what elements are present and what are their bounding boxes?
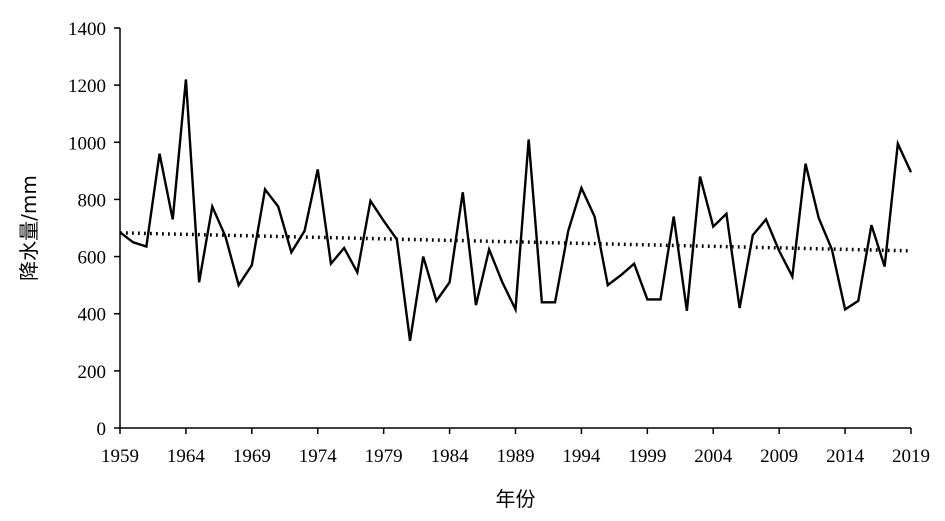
x-tick-marks: [119, 428, 912, 434]
x-tick-label: 1974: [299, 446, 338, 467]
x-tick-label: 1969: [233, 446, 271, 467]
y-tick-label: 1200: [68, 76, 106, 97]
y-tick-label: 0: [97, 419, 107, 440]
x-tick-label: 1964: [167, 446, 206, 467]
precipitation-series-line: [119, 79, 913, 342]
x-tick-label: 2004: [694, 446, 733, 467]
y-tick-label: 400: [78, 305, 107, 326]
x-tick-label: 1994: [562, 446, 601, 467]
trend-line: [119, 231, 912, 253]
x-axis-title: 年份: [496, 487, 536, 511]
y-axis-title: 降水量/mm: [17, 175, 41, 281]
y-tick-label: 600: [78, 248, 107, 269]
x-tick-labels: 1959 1964 1969 1974 1979 1984 1989 1994 1999 2004…: [101, 446, 930, 467]
x-tick-label: 2019: [892, 446, 930, 467]
x-tick-label: 1984: [431, 446, 470, 467]
series-layer: [119, 79, 913, 342]
y-tick-labels: 0 200 400 600 800 1000 1200 1400: [68, 19, 106, 440]
x-tick-label: 1989: [497, 446, 535, 467]
x-tick-label: 1959: [101, 446, 139, 467]
x-tick-label: 2009: [760, 446, 798, 467]
y-tick-label: 800: [78, 190, 107, 211]
y-tick-label: 1400: [68, 19, 106, 40]
x-tick-label: 2014: [826, 446, 865, 467]
x-tick-label: 1999: [628, 446, 666, 467]
y-tick-label: 200: [78, 362, 107, 383]
y-tick-marks: [114, 27, 120, 429]
x-tick-label: 1979: [365, 446, 403, 467]
y-tick-label: 1000: [68, 133, 106, 154]
